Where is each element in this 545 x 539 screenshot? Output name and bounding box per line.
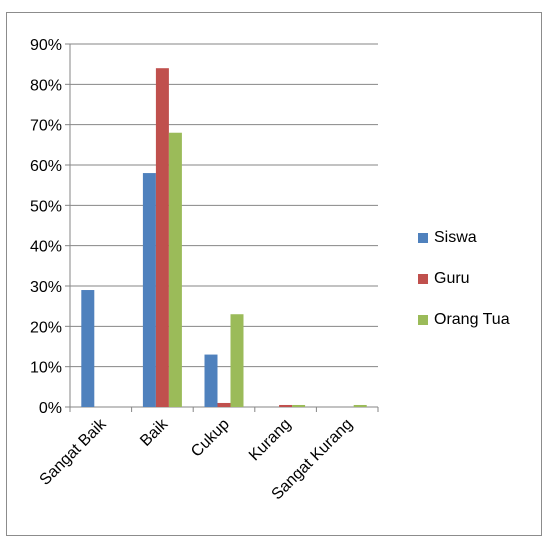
y-tick-label-10: 10% [30,360,62,377]
legend-swatch-guru [418,274,428,284]
y-tick-label-90: 90% [30,37,62,54]
chart-frame [6,12,542,536]
legend-swatch-orang-tua [418,315,428,325]
legend-label-siswa: Siswa [434,229,477,246]
legend-item-orang-tua: Orang Tua [418,310,543,330]
x-tick-label-cukup: Cukup [188,416,233,461]
y-tick-label-50: 50% [30,198,62,215]
legend-label-orang-tua: Orang Tua [434,311,510,328]
x-tick-label-kurang: Kurang [246,416,295,465]
bar-orang-tua-sangat-kurang [353,404,367,407]
x-tick-label-baik: Baik [137,415,172,450]
legend-label-guru: Guru [434,270,470,287]
bar-orang-tua-baik [168,132,182,407]
legend-item-guru: Guru [418,269,543,289]
y-tick-label-60: 60% [30,158,62,175]
y-tick-label-70: 70% [30,118,62,135]
bar-orang-tua-cukup [230,314,244,407]
y-tick-label-40: 40% [30,239,62,256]
y-tick-label-0: 0% [39,400,62,417]
bar-guru-kurang [279,404,293,407]
bar-orang-tua-kurang [292,404,306,407]
bar-guru-baik [155,68,169,407]
bar-guru-cukup [217,402,231,407]
bar-siswa-baik [142,173,156,407]
legend: Siswa Guru Orang Tua [418,228,543,351]
legend-swatch-siswa [418,233,428,243]
y-tick-label-30: 30% [30,279,62,296]
legend-item-siswa: Siswa [418,228,543,248]
y-tick-label-20: 20% [30,319,62,336]
y-tick-label-80: 80% [30,77,62,94]
x-tick-label-sangat-baik: Sangat Baik [37,415,111,489]
bar-siswa-sangat-baik [81,290,95,407]
bar-siswa-cukup [204,354,218,407]
